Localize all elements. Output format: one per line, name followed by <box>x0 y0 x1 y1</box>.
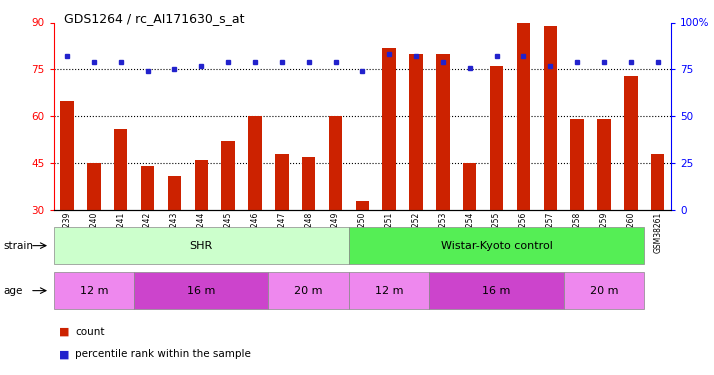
Bar <box>328 116 342 210</box>
Bar <box>349 272 430 309</box>
Bar <box>194 160 208 210</box>
Bar <box>221 141 235 210</box>
Bar <box>570 119 584 210</box>
Text: 12 m: 12 m <box>375 286 403 296</box>
Bar <box>268 272 349 309</box>
Bar <box>60 100 74 210</box>
Text: count: count <box>75 327 104 337</box>
Bar <box>517 22 531 210</box>
Text: 16 m: 16 m <box>483 286 511 296</box>
Bar <box>168 176 181 210</box>
Text: 16 m: 16 m <box>187 286 216 296</box>
Bar <box>54 227 349 264</box>
Bar <box>651 154 665 210</box>
Bar <box>430 272 564 309</box>
Bar <box>409 54 423 210</box>
Text: percentile rank within the sample: percentile rank within the sample <box>75 350 251 359</box>
Bar <box>490 66 503 210</box>
Text: Wistar-Kyoto control: Wistar-Kyoto control <box>441 241 553 250</box>
Bar <box>624 76 638 210</box>
Text: ■: ■ <box>59 350 69 359</box>
Bar <box>302 157 316 210</box>
Bar <box>248 116 261 210</box>
Text: 12 m: 12 m <box>79 286 108 296</box>
Bar <box>87 163 101 210</box>
Bar <box>141 166 154 210</box>
Bar <box>356 201 369 210</box>
Text: ■: ■ <box>59 327 69 337</box>
Bar <box>543 26 557 210</box>
Text: age: age <box>4 286 23 296</box>
Bar <box>598 119 610 210</box>
Bar <box>134 272 268 309</box>
Bar <box>54 272 134 309</box>
Text: 20 m: 20 m <box>590 286 618 296</box>
Bar <box>275 154 288 210</box>
Text: SHR: SHR <box>190 241 213 250</box>
Bar <box>349 227 644 264</box>
Text: 20 m: 20 m <box>294 286 323 296</box>
Text: GDS1264 / rc_AI171630_s_at: GDS1264 / rc_AI171630_s_at <box>64 12 245 25</box>
Bar <box>383 48 396 210</box>
Bar <box>463 163 476 210</box>
Text: strain: strain <box>4 241 34 250</box>
Bar <box>436 54 450 210</box>
Bar <box>564 272 644 309</box>
Bar <box>114 129 127 210</box>
